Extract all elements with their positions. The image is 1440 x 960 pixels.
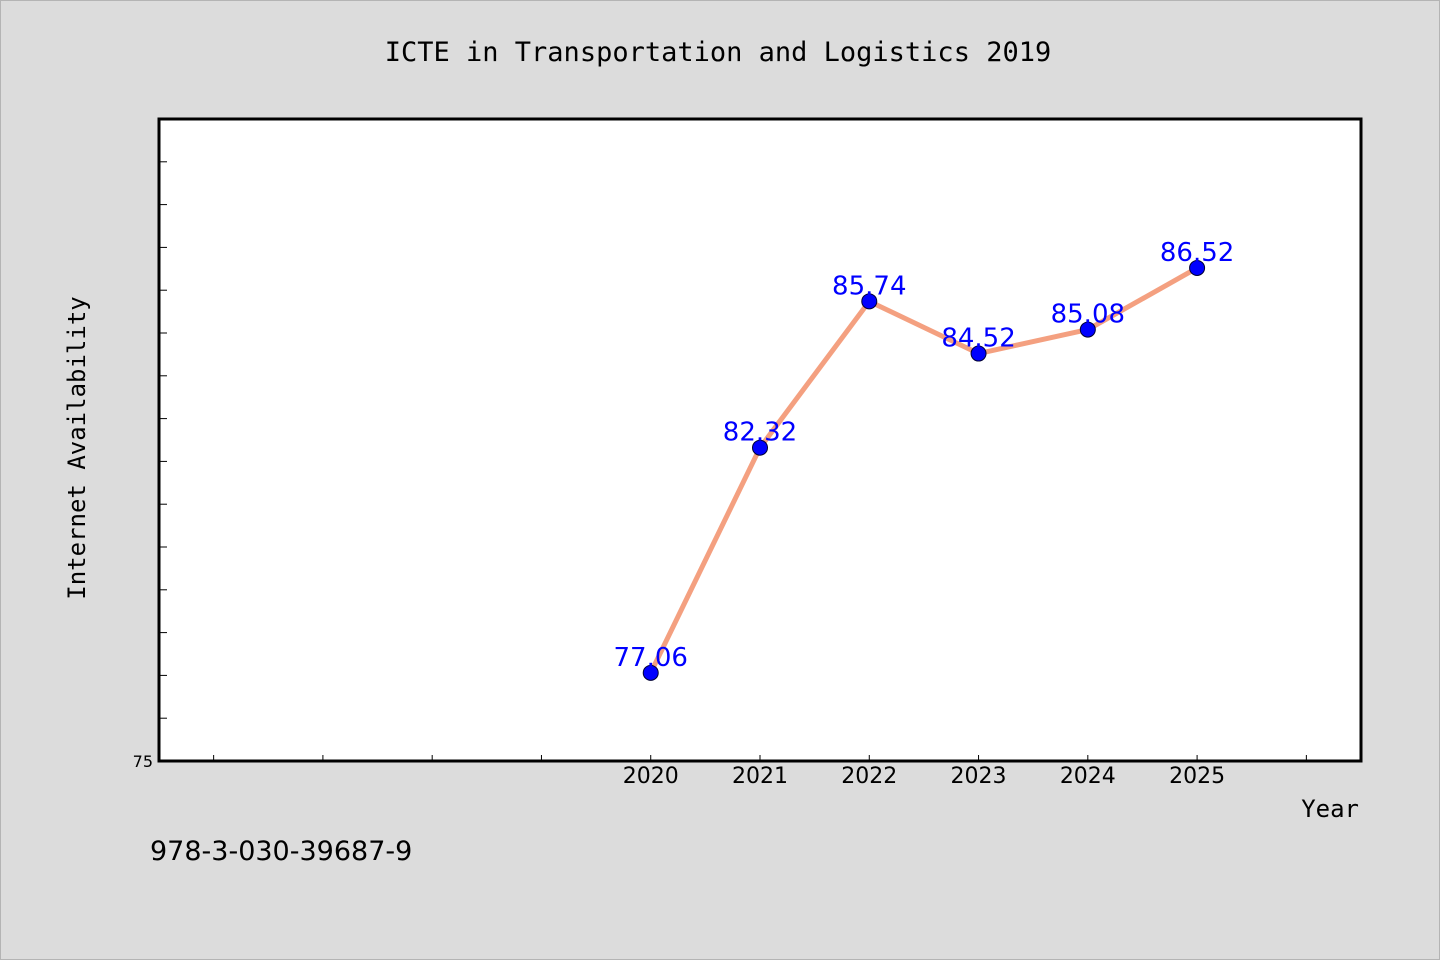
- data-point: [1079, 321, 1096, 338]
- x-tick-label: 2023: [951, 764, 1007, 789]
- data-label: 85.08: [1051, 300, 1125, 330]
- data-label: 82.32: [723, 418, 797, 448]
- x-tick-label: 2025: [1169, 764, 1225, 789]
- y-axis-label: Internet Availability: [63, 296, 91, 599]
- data-point: [642, 664, 659, 681]
- data-label: 86.52: [1160, 238, 1234, 268]
- series-line: [648, 265, 1200, 676]
- y-axis-ticks: 75: [133, 161, 167, 771]
- data-point: [752, 439, 768, 456]
- series-layer: 77.06 82.32 85.74 84.52 85.08 86.52: [614, 238, 1234, 681]
- data-label: 77.06: [614, 643, 688, 673]
- data-point: [861, 293, 878, 310]
- chart-title: ICTE in Transportation and Logistics 201…: [385, 37, 1051, 68]
- x-tick-label: 2021: [732, 764, 788, 789]
- isbn-footer: 978-3-030-39687-9: [150, 836, 413, 867]
- x-tick-label: 2022: [841, 764, 897, 789]
- data-point: [1189, 259, 1206, 276]
- x-axis-ticks: 2020 2021 2022 2023 2024 2025: [213, 755, 1307, 789]
- data-label: 84.52: [941, 324, 1015, 354]
- y-tick-label: 75: [133, 752, 153, 771]
- x-tick-label: 2020: [623, 764, 679, 789]
- x-tick-label: 2024: [1060, 764, 1116, 789]
- data-label: 85.74: [832, 271, 906, 301]
- data-point: [970, 345, 987, 362]
- x-axis-label: Year: [1301, 795, 1359, 823]
